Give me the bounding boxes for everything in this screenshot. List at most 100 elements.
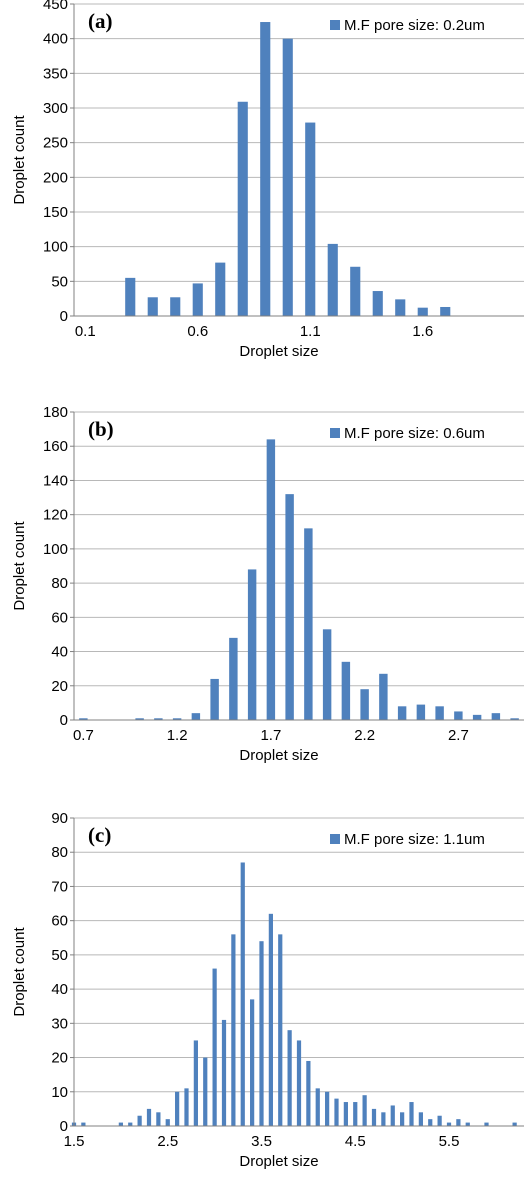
y-tick-label: 180 bbox=[43, 404, 68, 421]
legend-swatch bbox=[330, 428, 340, 438]
y-axis-title: Droplet count bbox=[11, 927, 28, 1017]
bar bbox=[428, 1119, 433, 1126]
bar bbox=[350, 266, 361, 316]
bar bbox=[440, 306, 451, 316]
bar bbox=[435, 706, 444, 720]
bar bbox=[172, 718, 182, 720]
bar bbox=[250, 999, 255, 1126]
x-tick-label: 4.5 bbox=[345, 1133, 366, 1150]
y-tick-label: 150 bbox=[43, 204, 68, 221]
y-tick-label: 80 bbox=[51, 575, 68, 592]
y-tick-label: 100 bbox=[43, 239, 68, 256]
x-tick-label: 0.6 bbox=[187, 323, 208, 340]
bar bbox=[379, 673, 388, 720]
bar bbox=[296, 1040, 302, 1126]
legend-label: M.F pore size: 0.6um bbox=[344, 425, 485, 442]
bar bbox=[325, 1091, 330, 1126]
bar bbox=[175, 1091, 180, 1126]
y-tick-label: 60 bbox=[51, 913, 68, 930]
x-tick-label: 3.5 bbox=[251, 1133, 272, 1150]
bar bbox=[512, 1122, 517, 1126]
bar bbox=[118, 1122, 123, 1126]
bar bbox=[156, 1112, 161, 1126]
x-tick-label: 1.7 bbox=[260, 727, 281, 744]
bar bbox=[193, 1040, 198, 1126]
bar bbox=[322, 629, 332, 720]
x-tick-label: 2.5 bbox=[157, 1133, 178, 1150]
bar bbox=[184, 1088, 189, 1126]
y-tick-label: 0 bbox=[60, 308, 68, 325]
bar bbox=[203, 1057, 208, 1126]
bar bbox=[147, 297, 158, 316]
bar bbox=[416, 704, 426, 720]
bar bbox=[79, 718, 88, 720]
bar bbox=[418, 1112, 423, 1126]
bar bbox=[484, 1122, 489, 1126]
bar bbox=[446, 1122, 452, 1126]
y-tick-label: 400 bbox=[43, 31, 68, 48]
y-tick-label: 100 bbox=[43, 541, 68, 558]
y-tick-label: 120 bbox=[43, 507, 68, 524]
y-tick-label: 450 bbox=[43, 0, 68, 13]
bar bbox=[465, 1122, 470, 1126]
legend-label: M.F pore size: 1.1um bbox=[344, 831, 485, 848]
bar bbox=[128, 1122, 133, 1126]
bar bbox=[362, 1095, 367, 1126]
bar bbox=[360, 689, 369, 720]
y-tick-label: 40 bbox=[51, 644, 68, 661]
bar bbox=[327, 243, 338, 316]
bar bbox=[135, 718, 144, 720]
bar bbox=[304, 528, 313, 720]
y-tick-label: 140 bbox=[43, 472, 68, 489]
bar bbox=[395, 299, 406, 316]
panel-label: (c) bbox=[88, 823, 111, 847]
y-tick-label: 90 bbox=[51, 810, 68, 827]
bar bbox=[260, 22, 271, 316]
bar bbox=[372, 291, 383, 316]
panel-label: (b) bbox=[88, 417, 114, 441]
bar bbox=[229, 637, 238, 720]
y-tick-label: 50 bbox=[51, 273, 68, 290]
y-tick-label: 10 bbox=[51, 1084, 68, 1101]
bar bbox=[341, 661, 351, 720]
bar bbox=[165, 1119, 170, 1126]
y-tick-label: 50 bbox=[51, 947, 68, 964]
x-tick-label: 1.2 bbox=[167, 727, 188, 744]
y-tick-label: 0 bbox=[60, 712, 68, 729]
y-tick-label: 350 bbox=[43, 65, 68, 82]
bar bbox=[390, 1105, 395, 1126]
bar bbox=[125, 277, 136, 316]
x-tick-label: 1.5 bbox=[64, 1133, 85, 1150]
y-axis-title: Droplet count bbox=[11, 521, 28, 611]
bar bbox=[510, 718, 519, 720]
y-tick-label: 300 bbox=[43, 100, 68, 117]
x-tick-label: 1.6 bbox=[412, 323, 433, 340]
x-tick-label: 0.1 bbox=[75, 323, 96, 340]
bar bbox=[154, 718, 163, 720]
bar bbox=[215, 262, 226, 316]
bar bbox=[212, 968, 217, 1126]
bar bbox=[192, 283, 203, 316]
bar bbox=[170, 297, 181, 316]
y-tick-label: 30 bbox=[51, 1015, 68, 1032]
panel-label: (a) bbox=[88, 9, 113, 33]
bar bbox=[285, 494, 294, 720]
bar bbox=[417, 307, 428, 316]
bar bbox=[247, 569, 257, 720]
y-tick-label: 0 bbox=[60, 1118, 68, 1135]
bar bbox=[334, 1098, 339, 1126]
bar bbox=[259, 941, 264, 1126]
y-tick-label: 160 bbox=[43, 438, 68, 455]
bar bbox=[266, 439, 276, 720]
x-tick-label: 1.1 bbox=[300, 323, 321, 340]
bar bbox=[81, 1122, 86, 1126]
bar bbox=[221, 1019, 227, 1126]
bar bbox=[146, 1108, 152, 1126]
bar bbox=[491, 713, 501, 720]
bar bbox=[397, 706, 407, 720]
bar bbox=[305, 122, 316, 316]
